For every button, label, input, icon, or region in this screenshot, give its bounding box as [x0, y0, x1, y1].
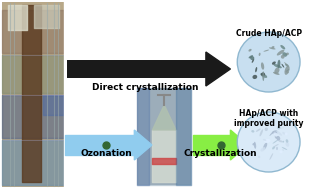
Text: Crude HAp/ACP: Crude HAp/ACP — [236, 29, 302, 38]
Ellipse shape — [251, 130, 254, 132]
Ellipse shape — [258, 156, 260, 158]
Ellipse shape — [277, 50, 284, 56]
Ellipse shape — [285, 64, 289, 67]
Ellipse shape — [253, 143, 255, 145]
Ellipse shape — [272, 140, 278, 144]
FancyBboxPatch shape — [67, 60, 206, 78]
Ellipse shape — [270, 131, 274, 136]
Ellipse shape — [281, 64, 284, 68]
Ellipse shape — [275, 137, 277, 139]
Ellipse shape — [285, 132, 288, 135]
Ellipse shape — [274, 144, 279, 147]
Polygon shape — [230, 130, 248, 160]
Ellipse shape — [276, 136, 280, 141]
Ellipse shape — [237, 112, 300, 172]
Ellipse shape — [263, 143, 267, 150]
Ellipse shape — [273, 132, 278, 136]
Ellipse shape — [261, 72, 265, 76]
Ellipse shape — [285, 53, 289, 55]
Ellipse shape — [272, 146, 275, 149]
Ellipse shape — [285, 142, 289, 147]
Text: Crystallization: Crystallization — [184, 149, 258, 158]
Ellipse shape — [272, 130, 278, 134]
Text: Ozonation: Ozonation — [80, 149, 132, 158]
Ellipse shape — [250, 56, 254, 60]
Ellipse shape — [280, 45, 285, 49]
Ellipse shape — [283, 141, 284, 143]
Ellipse shape — [270, 153, 273, 160]
Ellipse shape — [285, 139, 288, 143]
Ellipse shape — [281, 55, 285, 59]
Ellipse shape — [261, 62, 264, 70]
Ellipse shape — [277, 126, 281, 129]
Ellipse shape — [248, 49, 252, 52]
Ellipse shape — [278, 127, 284, 129]
Ellipse shape — [254, 142, 256, 149]
Ellipse shape — [282, 147, 287, 150]
Ellipse shape — [282, 52, 287, 57]
Ellipse shape — [262, 71, 264, 81]
Ellipse shape — [247, 153, 252, 155]
Ellipse shape — [274, 67, 280, 74]
Polygon shape — [206, 52, 230, 86]
Polygon shape — [152, 105, 176, 130]
Ellipse shape — [272, 46, 275, 48]
Ellipse shape — [277, 60, 280, 68]
Ellipse shape — [260, 73, 267, 78]
Ellipse shape — [276, 147, 278, 150]
Ellipse shape — [252, 59, 254, 63]
Ellipse shape — [253, 75, 257, 79]
Text: Direct crystallization: Direct crystallization — [92, 83, 198, 92]
FancyBboxPatch shape — [2, 2, 64, 187]
Ellipse shape — [284, 62, 288, 66]
Ellipse shape — [285, 66, 290, 75]
Ellipse shape — [272, 61, 276, 65]
Ellipse shape — [279, 150, 283, 153]
Ellipse shape — [248, 55, 253, 58]
Ellipse shape — [285, 71, 289, 73]
Ellipse shape — [259, 53, 261, 56]
Ellipse shape — [263, 139, 266, 141]
Ellipse shape — [282, 132, 285, 135]
Ellipse shape — [263, 50, 269, 52]
Text: HAp/ACP with
improved purity: HAp/ACP with improved purity — [234, 109, 304, 128]
Ellipse shape — [273, 64, 282, 68]
Ellipse shape — [256, 129, 261, 132]
Ellipse shape — [259, 129, 263, 136]
Ellipse shape — [261, 147, 266, 152]
Ellipse shape — [255, 67, 257, 72]
FancyBboxPatch shape — [137, 88, 191, 185]
Ellipse shape — [265, 127, 268, 131]
Ellipse shape — [276, 131, 282, 136]
Ellipse shape — [278, 140, 283, 142]
Polygon shape — [134, 130, 152, 160]
Ellipse shape — [282, 149, 284, 151]
Ellipse shape — [275, 132, 278, 137]
Ellipse shape — [273, 72, 280, 75]
Ellipse shape — [237, 32, 300, 92]
Ellipse shape — [286, 69, 289, 71]
Ellipse shape — [269, 47, 276, 50]
Ellipse shape — [264, 139, 271, 143]
